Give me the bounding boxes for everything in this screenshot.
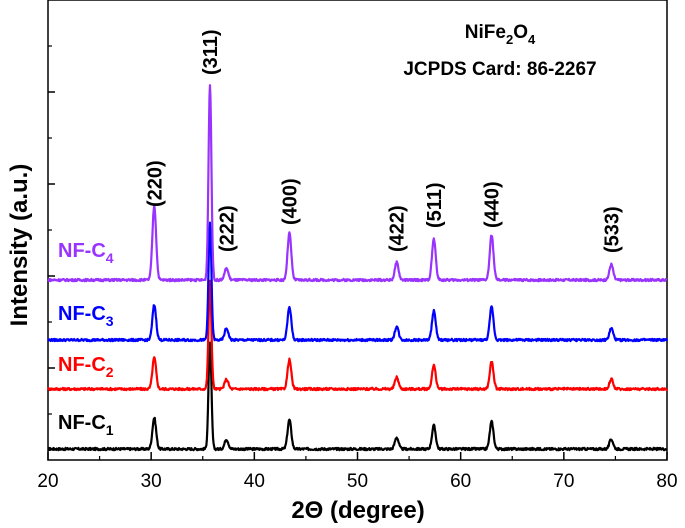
card-annotation: JCPDS Card: 86-2267 bbox=[403, 59, 596, 80]
peak-label: (311) bbox=[200, 29, 222, 75]
x-tick-label: 30 bbox=[141, 471, 162, 492]
x-tick-label: 20 bbox=[37, 471, 58, 492]
x-tick-label: 70 bbox=[553, 471, 574, 492]
series-label-nf-c3: NF-C3 bbox=[58, 303, 114, 329]
peak-label: (400) bbox=[279, 178, 301, 225]
x-axis-title: 2Θ (degree) bbox=[291, 497, 424, 524]
series-line-nf-c1 bbox=[47, 341, 668, 452]
peak-label: (511) bbox=[424, 182, 446, 228]
series-label-nf-c1: NF-C1 bbox=[58, 412, 114, 438]
x-tick-label: 80 bbox=[656, 471, 677, 492]
x-tick-label: 60 bbox=[450, 471, 471, 492]
x-tick-label: 40 bbox=[244, 471, 265, 492]
series-line-nf-c3 bbox=[47, 221, 669, 343]
x-axis-ticks: 20 30 40 50 60 70 80 bbox=[37, 452, 678, 492]
peak-label: (222) bbox=[216, 205, 238, 252]
peak-label: (533) bbox=[601, 206, 623, 253]
y-axis-ticks bbox=[48, 45, 55, 415]
series-label-nf-c2: NF-C2 bbox=[58, 354, 114, 380]
series-labels: NF-C1 NF-C2 NF-C3 NF-C4 bbox=[58, 240, 114, 438]
peak-label: (422) bbox=[387, 205, 409, 252]
y-axis-title: Intensity (a.u.) bbox=[6, 164, 33, 327]
series-line-nf-c4 bbox=[47, 84, 668, 283]
peak-labels: (220) (311) (222) (400) (422) (511) (440) (533) bbox=[144, 29, 623, 253]
peak-label: (440) bbox=[482, 181, 504, 228]
series-label-nf-c4: NF-C4 bbox=[58, 240, 114, 266]
formula-annotation: NiFe2O4 bbox=[465, 22, 536, 47]
x-tick-label: 50 bbox=[347, 471, 368, 492]
peak-label: (220) bbox=[144, 160, 166, 207]
diffraction-curves bbox=[46, 84, 669, 452]
series-line-nf-c2 bbox=[46, 279, 669, 392]
